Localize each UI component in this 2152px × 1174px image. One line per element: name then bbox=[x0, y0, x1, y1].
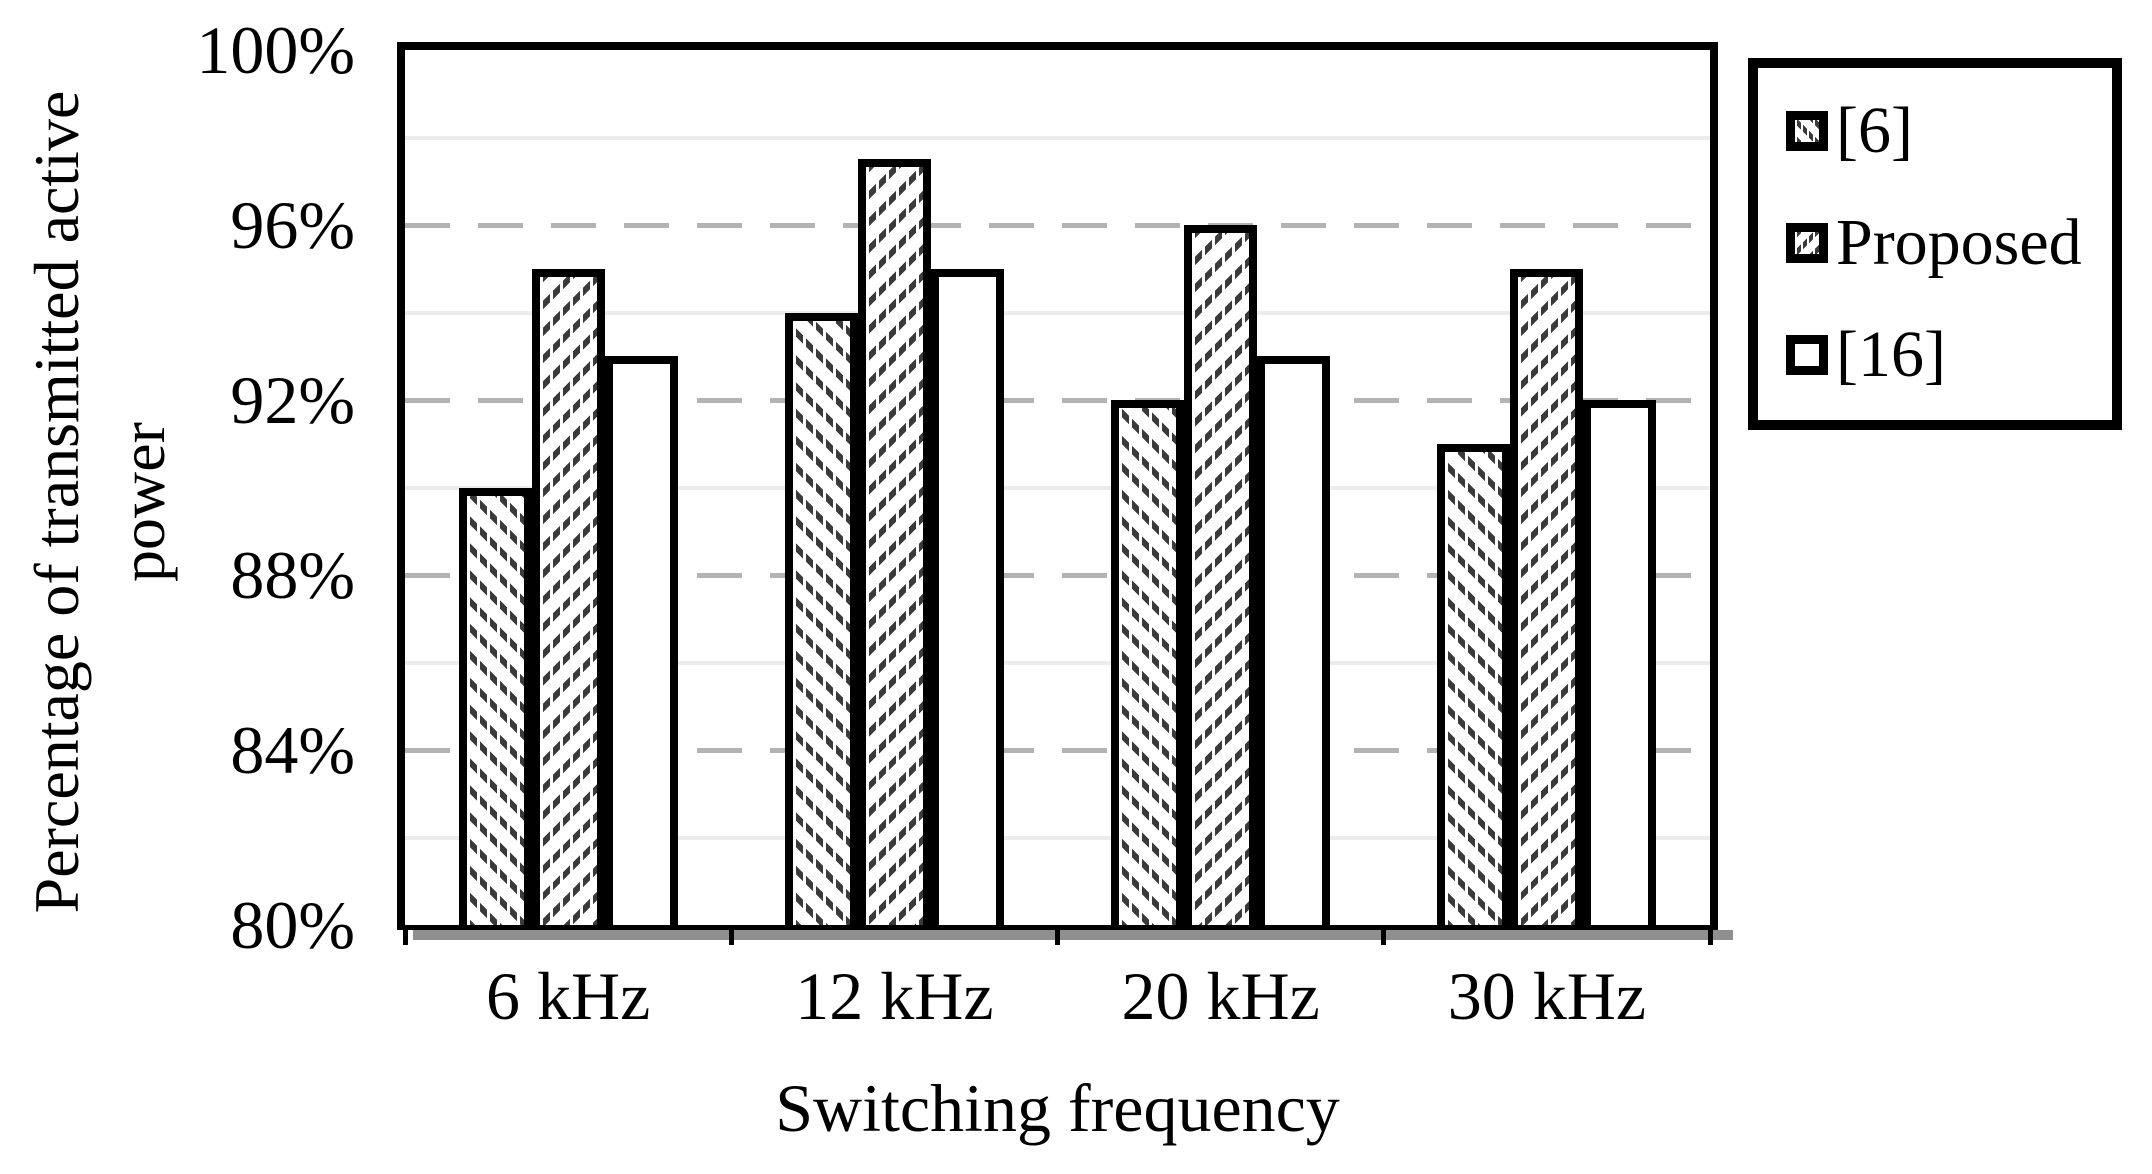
x-axis-tick bbox=[1707, 930, 1713, 945]
bar-[16]-12 kHz bbox=[930, 268, 1004, 925]
major-gridline bbox=[405, 397, 1710, 403]
legend-item: Proposed bbox=[1786, 208, 2102, 278]
bar-[6]-20 kHz bbox=[1111, 400, 1185, 925]
legend-swatch-plain-icon bbox=[1786, 335, 1828, 375]
minor-gridline bbox=[405, 310, 1710, 315]
minor-gridline bbox=[405, 835, 1710, 840]
bar-[6]-6 kHz bbox=[458, 487, 532, 925]
x-category-label: 12 kHz bbox=[795, 958, 994, 1034]
legend-swatch-hatch-up-icon bbox=[1786, 223, 1828, 263]
bar-Proposed-20 kHz bbox=[1184, 225, 1258, 925]
y-tick-label: 80% bbox=[230, 887, 355, 963]
major-gridline bbox=[405, 572, 1710, 578]
y-tick-label: 88% bbox=[230, 537, 355, 613]
bar-Proposed-12 kHz bbox=[857, 159, 931, 925]
minor-gridline bbox=[405, 485, 1710, 490]
legend-label: [16] bbox=[1836, 318, 1946, 391]
legend-item: [6] bbox=[1786, 96, 2102, 166]
legend-swatch-hatch-down-icon bbox=[1786, 111, 1828, 151]
major-gridline bbox=[405, 222, 1710, 228]
x-axis-tick bbox=[728, 930, 734, 945]
x-category-label: 30 kHz bbox=[1447, 958, 1647, 1034]
y-tick-label: 92% bbox=[230, 362, 355, 438]
legend-label: [6] bbox=[1836, 94, 1913, 167]
x-axis-tick bbox=[1055, 930, 1060, 945]
bar-[6]-12 kHz bbox=[784, 312, 858, 925]
bar-[6]-30 kHz bbox=[1437, 443, 1511, 925]
bar-[16]-6 kHz bbox=[604, 356, 678, 925]
minor-gridline bbox=[405, 135, 1710, 140]
bar-Proposed-6 kHz bbox=[531, 268, 605, 925]
bar-[16]-20 kHz bbox=[1257, 356, 1331, 925]
y-tick-label: 96% bbox=[230, 187, 355, 263]
bar-[16]-30 kHz bbox=[1583, 400, 1657, 925]
y-tick-label: 84% bbox=[230, 712, 355, 788]
x-category-label: 20 kHz bbox=[1121, 958, 1320, 1034]
plot-area bbox=[397, 42, 1718, 930]
x-axis-tick bbox=[1381, 930, 1387, 945]
y-tick-label: 100% bbox=[196, 12, 355, 88]
x-axis-title: Switching frequency bbox=[775, 1070, 1340, 1146]
minor-gridline bbox=[405, 660, 1710, 665]
x-axis-tick bbox=[402, 930, 408, 945]
legend: [6] Proposed [16] bbox=[1748, 58, 2122, 430]
x-category-label: 6 kHz bbox=[485, 958, 651, 1034]
legend-label: Proposed bbox=[1836, 206, 2082, 279]
legend-item: [16] bbox=[1786, 320, 2102, 390]
major-gridline bbox=[405, 747, 1710, 753]
x-axis-shadow bbox=[413, 930, 1733, 940]
bar-Proposed-30 kHz bbox=[1510, 268, 1584, 925]
